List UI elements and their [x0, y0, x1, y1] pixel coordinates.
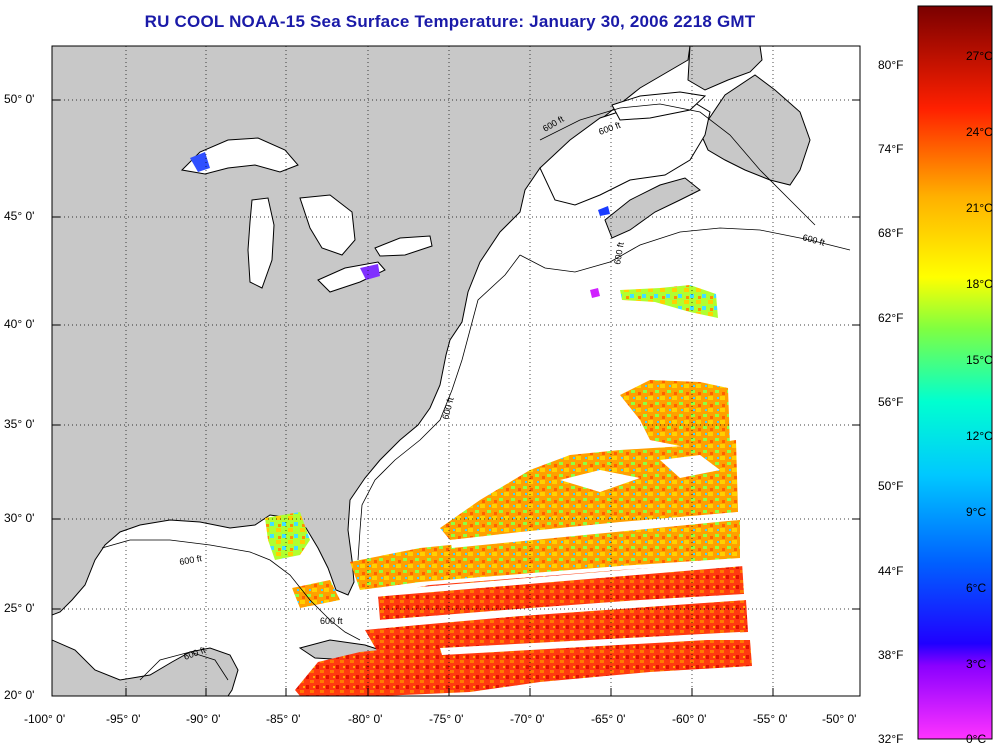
lat-tick-label: 45° 0' [4, 209, 35, 223]
isobath-label: 600 ft [612, 241, 626, 265]
colorbar-c-label: 12°C [966, 429, 993, 443]
colorbar-c-label: 3°C [966, 657, 987, 671]
map-title: RU COOL NOAA-15 Sea Surface Temperature:… [144, 12, 756, 31]
sst-swaths [190, 152, 752, 696]
colorbar-c-label: 9°C [966, 505, 987, 519]
land-north-america [52, 46, 691, 616]
gulf-of-st-lawrence [539, 99, 711, 206]
lon-tick-label: -85° 0' [266, 712, 301, 726]
colorbar-f-label: 50°F [878, 479, 904, 493]
land-newfoundland [699, 74, 811, 186]
lon-tick-label: -80° 0' [348, 712, 383, 726]
hudson-area-water [611, 91, 707, 121]
colorbar-c-label: 15°C [966, 353, 993, 367]
lon-tick-label: -70° 0' [510, 712, 545, 726]
colorbar-c-label: 24°C [966, 125, 993, 139]
lat-tick-label: 35° 0' [4, 417, 35, 431]
lon-tick-label: -75° 0' [429, 712, 464, 726]
colorbar-c-label: 6°C [966, 581, 987, 595]
colorbar-f-label: 44°F [878, 564, 904, 578]
isobath-contours [101, 103, 851, 681]
isobath-label: 600 ft [320, 616, 343, 626]
colorbar-f-label: 68°F [878, 226, 904, 240]
colorbar-f-label: 38°F [878, 648, 904, 662]
lat-tick-label: 20° 0' [4, 688, 35, 702]
lake-huron [299, 194, 356, 256]
colorbar-f-label: 74°F [878, 142, 904, 156]
lake-michigan [247, 197, 275, 289]
lat-tick-label: 50° 0' [4, 92, 35, 106]
colorbar-c-label: 18°C [966, 277, 993, 291]
colorbar [917, 5, 993, 740]
land-nova-scotia [604, 177, 701, 239]
lon-tick-label: -55° 0' [753, 712, 788, 726]
lake-superior [180, 137, 299, 175]
lon-tick-label: -50° 0' [822, 712, 857, 726]
colorbar-c-label: 21°C [966, 201, 993, 215]
lon-tick-label: -95° 0' [106, 712, 141, 726]
lon-tick-label: -60° 0' [672, 712, 707, 726]
lon-tick-label: -90° 0' [186, 712, 221, 726]
land-labrador [687, 46, 763, 91]
lat-tick-label: 25° 0' [4, 601, 35, 615]
colorbar-f-label: 32°F [878, 732, 904, 746]
colorbar-f-label: 80°F [878, 58, 904, 72]
colorbar-f-label: 56°F [878, 395, 904, 409]
lat-tick-label: 30° 0' [4, 511, 35, 525]
colorbar-c-label: 27°C [966, 49, 993, 63]
isobath-label: 600 ft [179, 553, 203, 567]
colorbar-f-label: 62°F [878, 311, 904, 325]
lon-tick-label: -65° 0' [591, 712, 626, 726]
lat-tick-label: 40° 0' [4, 317, 35, 331]
lake-ontario [374, 235, 433, 257]
graticule [52, 46, 860, 696]
axis-ticks [52, 99, 860, 696]
map-frame [51, 45, 861, 697]
lon-tick-label: -100° 0' [24, 712, 66, 726]
colorbar-c-label: 0°C [966, 732, 987, 746]
